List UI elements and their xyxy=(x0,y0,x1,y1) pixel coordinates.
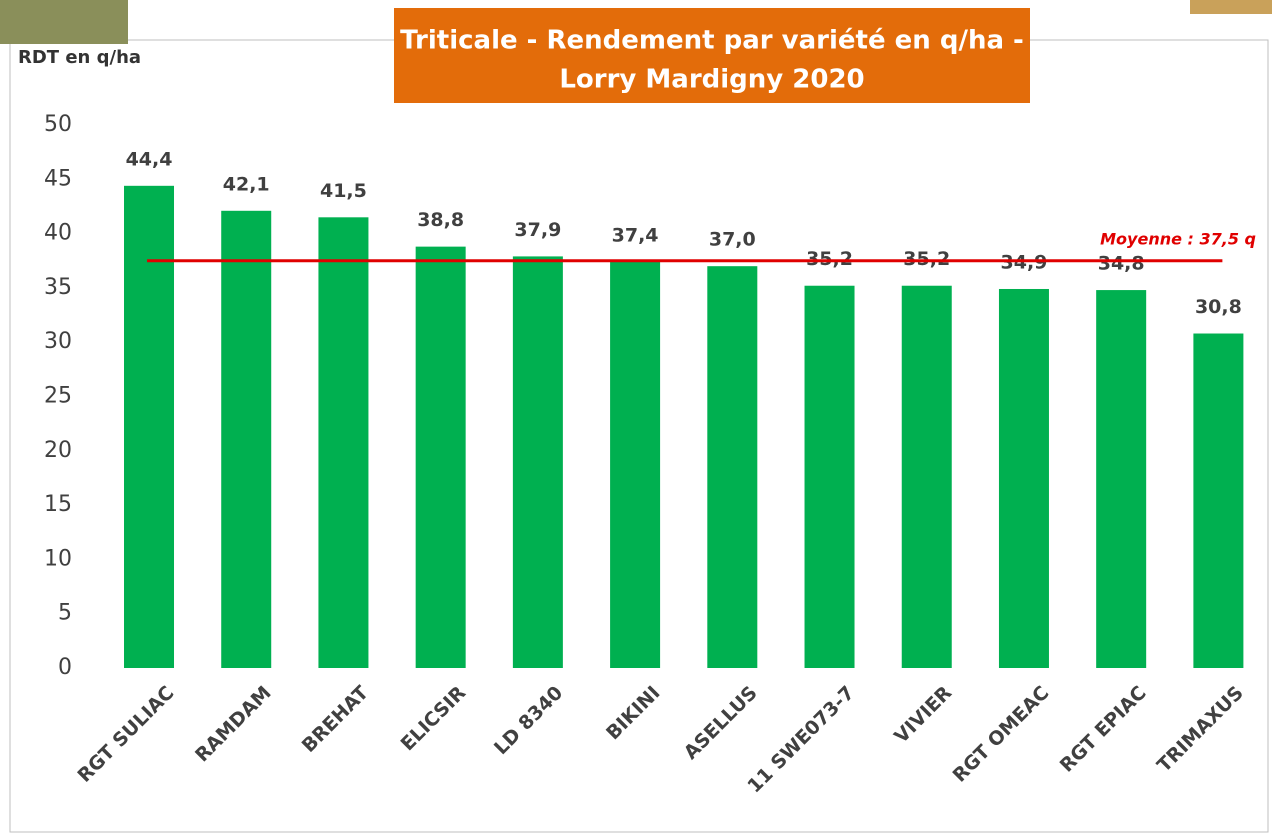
bar xyxy=(999,289,1049,668)
x-tick-label: LD 8340 xyxy=(490,682,567,759)
value-label: 42,1 xyxy=(223,173,270,195)
y-tick-label: 10 xyxy=(44,546,72,571)
chart-title: Triticale - Rendement par variété en q/h… xyxy=(400,26,1024,56)
value-label: 37,0 xyxy=(709,229,756,251)
y-tick-label: 0 xyxy=(58,655,72,680)
y-axis-label: RDT en q/ha xyxy=(18,47,141,68)
value-label: 41,5 xyxy=(320,180,367,202)
chart: Triticale - Rendement par variété en q/h… xyxy=(0,0,1272,834)
corner-photo xyxy=(0,0,128,44)
x-tick-label: RGT OMEAC xyxy=(949,682,1054,787)
x-tick-label: ELICSIR xyxy=(397,682,471,756)
bar xyxy=(124,186,174,668)
x-tick-label: BREHAT xyxy=(298,682,373,757)
bar xyxy=(707,266,757,668)
y-tick-label: 25 xyxy=(44,384,72,409)
value-label: 35,2 xyxy=(806,248,853,270)
y-tick-label: 35 xyxy=(44,275,72,300)
x-tick-label: RAMDAM xyxy=(191,682,276,767)
bar xyxy=(805,286,855,668)
x-tick-label: ASELLUS xyxy=(680,682,762,764)
y-tick-label: 20 xyxy=(44,438,72,463)
y-tick-label: 15 xyxy=(44,492,72,517)
mean-annotation: Moyenne : 37,5 q xyxy=(1100,229,1256,248)
bar xyxy=(416,247,466,668)
value-label: 38,8 xyxy=(417,209,464,231)
bar xyxy=(1096,290,1146,668)
bar xyxy=(902,286,952,668)
y-tick-label: 45 xyxy=(44,166,72,191)
bar xyxy=(513,256,563,668)
bar xyxy=(1193,334,1243,668)
bar xyxy=(318,217,368,668)
bar xyxy=(221,211,271,668)
x-tick-label: VIVIER xyxy=(890,682,956,748)
value-label: 30,8 xyxy=(1195,296,1242,318)
y-tick-label: 50 xyxy=(44,112,72,137)
value-label: 35,2 xyxy=(903,248,950,270)
value-label: 37,9 xyxy=(514,219,561,241)
y-tick-label: 40 xyxy=(44,221,72,246)
value-label: 34,8 xyxy=(1098,253,1145,275)
x-tick-label: RGT EPIAC xyxy=(1056,682,1151,777)
x-tick-label: RGT SULIAC xyxy=(73,682,178,787)
bar xyxy=(610,262,660,668)
x-tick-label: BIKINI xyxy=(602,682,664,744)
corner-photo xyxy=(1190,0,1272,14)
value-label: 44,4 xyxy=(126,148,173,170)
value-label: 37,4 xyxy=(612,224,659,246)
x-tick-label: TRIMAXUS xyxy=(1153,682,1248,777)
x-tick-label: 11 SWE073-7 xyxy=(743,682,859,798)
y-tick-label: 30 xyxy=(44,329,72,354)
value-label: 34,9 xyxy=(1001,251,1048,273)
y-tick-label: 5 xyxy=(58,601,72,626)
chart-title: Lorry Mardigny 2020 xyxy=(559,65,864,95)
